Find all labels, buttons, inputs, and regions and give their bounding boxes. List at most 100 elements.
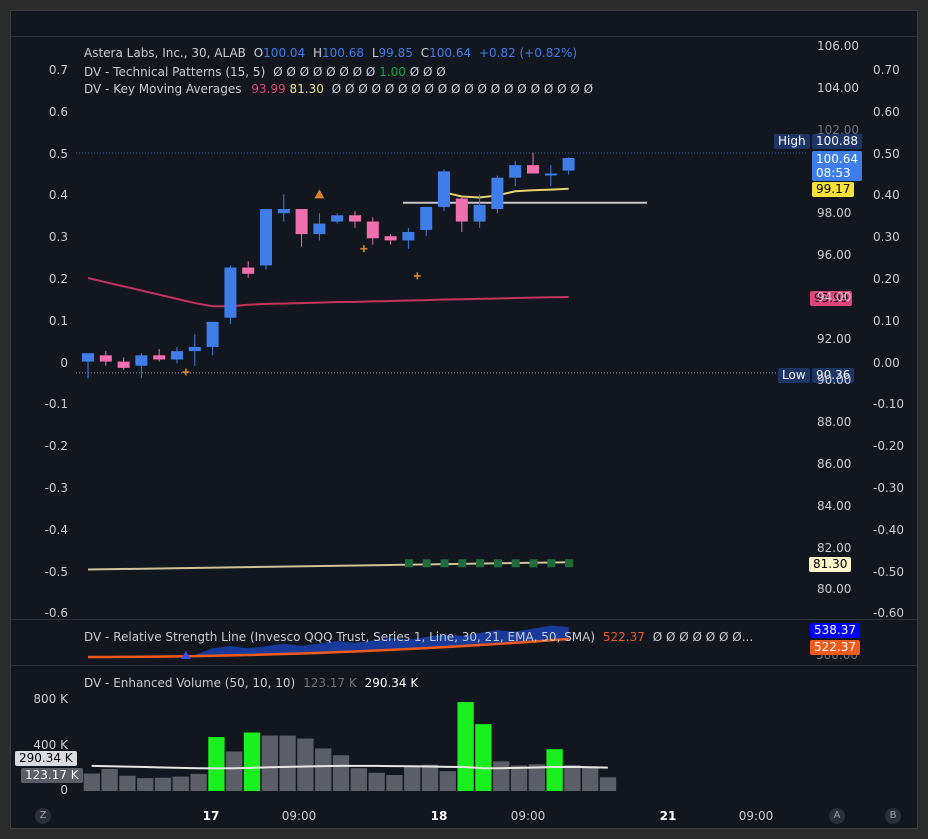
pattern-square-marker	[565, 559, 574, 568]
candle-body	[171, 351, 183, 360]
left-scale-tick: 0.4	[48, 188, 68, 203]
price-scale-tick: 106.00	[817, 39, 859, 53]
pattern-triangle-marker	[314, 189, 325, 199]
price-scale-tick: 86.00	[817, 457, 852, 471]
volume-avg-tag: 290.34 K	[15, 751, 77, 766]
rs-legend[interactable]: DV - Relative Strength Line (Invesco QQQ…	[84, 630, 753, 644]
volume-bar	[261, 735, 278, 791]
volume-bar-up	[243, 732, 261, 791]
right-scale-tick: -0.60	[873, 606, 905, 621]
candle-body	[82, 353, 94, 362]
volume-bar	[528, 764, 545, 791]
ma-yellow-line	[443, 187, 569, 199]
volume-avg-value: 123.17 K	[303, 676, 357, 690]
price-scale-tick: 96.00	[817, 248, 852, 262]
high-tag-value: 100.88	[812, 134, 862, 149]
open-value: 100.04	[263, 46, 306, 60]
volume-bar	[172, 776, 189, 791]
candle-body	[99, 355, 112, 362]
rs-line	[87, 637, 569, 659]
left-scale-tick: -0.4	[44, 522, 68, 537]
ma-value-red: 93.99	[251, 82, 286, 96]
legend-ma-row[interactable]: DV - Key Moving Averages 93.99 81.30 Ø Ø…	[84, 82, 593, 96]
left-scale-tick: 0.6	[48, 104, 68, 119]
left-scale-tick: -0.5	[44, 564, 68, 579]
price-scale-tick: 88.00	[817, 415, 852, 430]
volume-bar	[404, 765, 421, 791]
high-value: 100.68	[322, 46, 365, 60]
pattern-square-marker	[422, 559, 431, 568]
rs-orange-tag: 522.37	[810, 640, 860, 655]
time-scale-tick: 18	[430, 809, 448, 823]
volume-bar	[297, 738, 314, 791]
patterns-values-b: Ø Ø Ø	[409, 65, 446, 79]
price-scale-tick: 80.00	[817, 582, 852, 597]
candle-body	[188, 346, 201, 352]
legend-patterns-row[interactable]: DV - Technical Patterns (15, 5) Ø Ø Ø Ø …	[84, 65, 446, 79]
candle-body	[473, 204, 486, 222]
right-scale-tick: 0.70	[873, 63, 900, 77]
candle-body	[384, 236, 397, 241]
patterns-value-hit: 1.00	[379, 65, 406, 79]
rs-values-rest: Ø Ø Ø Ø Ø Ø Ø...	[652, 630, 754, 644]
candle-body	[135, 355, 148, 366]
price-scale-tick: 82.00	[817, 540, 852, 555]
right-scale-tick: 0.30	[873, 230, 900, 245]
pattern-square-marker	[404, 559, 413, 568]
ma-tan-line	[87, 561, 569, 571]
bar-countdown: 08:53	[816, 166, 851, 180]
price-chart-canvas[interactable]	[11, 11, 917, 828]
right-scale-tick: 0.50	[873, 146, 900, 161]
left-scale-tick: 0	[60, 355, 68, 370]
left-scale-tick: -0.2	[44, 439, 68, 454]
volume-scale-tick: 0	[60, 783, 68, 797]
volume-bar	[190, 773, 207, 791]
volume-scale-tick: 800 K	[33, 692, 68, 706]
open-label: O	[253, 46, 264, 60]
volume-scale-tick: 400 K	[33, 738, 68, 752]
right-scale-tick: -0.20	[873, 439, 905, 454]
volume-bar	[564, 765, 581, 791]
candle-body	[438, 171, 450, 207]
ma-yellow-tag: 99.17	[812, 182, 855, 197]
price-scale-tick: 94.00	[817, 289, 852, 304]
high-tag-label: High	[774, 134, 810, 149]
left-scale-tick: -0.6	[44, 606, 68, 621]
pane-divider-rs[interactable]	[11, 619, 917, 620]
log-scale-button[interactable]: B	[885, 808, 901, 824]
volume-bar-up	[457, 702, 474, 791]
pattern-square-marker	[440, 559, 449, 568]
volume-bar	[315, 748, 332, 791]
volume-bar	[421, 764, 439, 791]
time-scale-tick: 09:00	[281, 809, 317, 823]
low-value: 99.85	[378, 46, 413, 60]
candle-body	[313, 223, 326, 235]
volume-bar	[101, 768, 118, 791]
ma-red-tag: 93.99	[810, 291, 853, 306]
volume-bar	[119, 775, 136, 791]
candle-body	[117, 361, 130, 368]
right-scale-tick: 0.00	[873, 355, 900, 370]
left-scale-tick: 0.3	[48, 230, 68, 245]
zoom-reset-button[interactable]: Z	[35, 808, 51, 824]
candle-body	[527, 165, 539, 174]
auto-scale-button[interactable]: A	[829, 808, 845, 824]
volume-current-tag: 123.17 K	[21, 768, 83, 783]
ma-indicator-name: DV - Key Moving Averages	[84, 82, 242, 96]
pattern-plus-marker	[360, 245, 368, 253]
time-scale-tick: 17	[202, 809, 220, 823]
symbol-name: Astera Labs, Inc., 30, ALAB	[84, 46, 246, 60]
time-scale-tick: 09:00	[738, 809, 774, 823]
pane-divider-volume[interactable]	[11, 665, 917, 666]
pattern-square-marker	[547, 559, 556, 568]
rs-blue-triangle	[180, 651, 191, 659]
volume-legend[interactable]: DV - Enhanced Volume (50, 10, 10) 123.17…	[84, 676, 418, 690]
candle-body	[366, 221, 379, 239]
volume-bar	[350, 768, 367, 791]
candle-body	[206, 321, 219, 347]
low-tag-label: Low	[778, 368, 810, 383]
ma-red-line	[87, 277, 569, 308]
patterns-values-a: Ø Ø Ø Ø Ø Ø Ø Ø	[273, 65, 376, 79]
rs-fill-area	[88, 625, 569, 657]
candle-body	[349, 215, 361, 222]
